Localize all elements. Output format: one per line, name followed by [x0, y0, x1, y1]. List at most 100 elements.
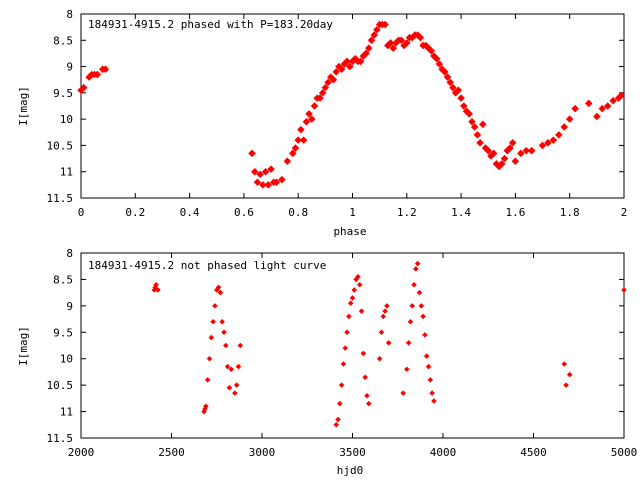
data-point [380, 313, 387, 320]
data-point [443, 73, 452, 81]
data-point [310, 102, 319, 110]
y-tick-label: 10.5 [47, 139, 74, 152]
data-point [381, 20, 389, 29]
data-point [460, 102, 468, 110]
data-point [358, 308, 365, 314]
data-point [208, 334, 215, 341]
data-point [446, 78, 455, 87]
data-point [423, 353, 430, 359]
x-tick-label: 0 [78, 206, 85, 219]
y-tick-label: 9.5 [53, 326, 73, 339]
data-point [321, 83, 330, 92]
data-point [259, 181, 267, 189]
data-point [235, 363, 242, 370]
data-point [365, 44, 373, 52]
data-point [333, 422, 339, 428]
data-point [584, 99, 593, 108]
data-point [404, 366, 410, 373]
data-point [427, 377, 434, 383]
data-point [351, 287, 358, 293]
data-point [468, 118, 476, 126]
y-axis-title: I[mag] [17, 326, 30, 366]
data-point [384, 303, 390, 309]
data-point [267, 165, 275, 173]
data-point [305, 110, 313, 118]
data-point [346, 313, 352, 320]
data-point [457, 94, 465, 102]
x-tick-label: 1.8 [560, 206, 580, 219]
data-point [79, 83, 88, 92]
data-point [500, 154, 509, 163]
data-point [409, 303, 415, 309]
data-point [203, 403, 209, 410]
y-tick-label: 9.5 [53, 87, 73, 100]
data-point [508, 139, 517, 147]
x-tick-label: 4000 [430, 446, 457, 459]
data-point [621, 287, 627, 293]
x-axis-title: hjd0 [337, 464, 364, 477]
data-point [204, 377, 211, 383]
data-point [278, 175, 286, 184]
data-point [378, 329, 385, 336]
data-point [598, 104, 607, 113]
plot-frame [80, 13, 625, 199]
data-point [544, 139, 552, 147]
data-point [617, 91, 626, 100]
y-tick-label: 11 [60, 406, 73, 419]
data-point [329, 75, 338, 84]
data-point [338, 382, 345, 388]
data-point [476, 139, 484, 147]
data-point [418, 303, 425, 309]
data-point [422, 332, 428, 338]
data-point [364, 392, 370, 399]
data-point [563, 382, 569, 388]
data-point [232, 390, 238, 396]
data-point [403, 39, 411, 47]
data-point [261, 167, 270, 176]
data-point [382, 308, 388, 314]
data-point [561, 361, 568, 367]
chart-title: 184931-4915.2 phased with P=183.20day [88, 18, 333, 31]
y-tick-label: 8.5 [53, 273, 73, 286]
x-tick-label: 2 [621, 206, 628, 219]
data-point [429, 390, 435, 396]
data-point [342, 345, 349, 351]
plot-frame [80, 252, 625, 439]
data-point [291, 144, 300, 152]
x-tick-label: 0.4 [180, 206, 200, 219]
data-point [603, 102, 612, 110]
data-point [366, 400, 372, 407]
chart-title: 184931-4915.2 not phased light curve [88, 259, 326, 272]
y-tick-label: 8 [66, 247, 73, 260]
data-point [253, 178, 262, 186]
data-point [416, 33, 425, 42]
data-point [389, 44, 397, 52]
data-point [153, 281, 159, 288]
data-point [101, 65, 110, 73]
data-point [527, 146, 536, 155]
data-point [400, 390, 406, 396]
x-tick-label: 5000 [611, 446, 638, 459]
data-point [420, 313, 426, 320]
data-point [405, 340, 412, 346]
data-point [217, 289, 224, 296]
y-tick-label: 8.5 [53, 34, 73, 47]
x-tick-label: 0.2 [125, 206, 145, 219]
data-point [337, 65, 346, 73]
data-point [566, 371, 573, 378]
data-point [565, 115, 574, 123]
data-point [370, 31, 378, 39]
y-tick-label: 10.5 [47, 379, 74, 392]
data-point [297, 125, 305, 134]
data-point [308, 115, 316, 123]
data-point [435, 60, 444, 68]
data-point [470, 123, 479, 131]
x-tick-label: 1 [349, 206, 356, 219]
data-point [226, 385, 233, 391]
data-point [335, 416, 341, 423]
phased-light-curve-panel: 184931-4915.2 phased with P=183.20day 0 0… [17, 8, 627, 238]
data-point [360, 350, 367, 357]
data-point [316, 94, 324, 102]
data-point [484, 146, 493, 155]
data-point [593, 112, 601, 121]
